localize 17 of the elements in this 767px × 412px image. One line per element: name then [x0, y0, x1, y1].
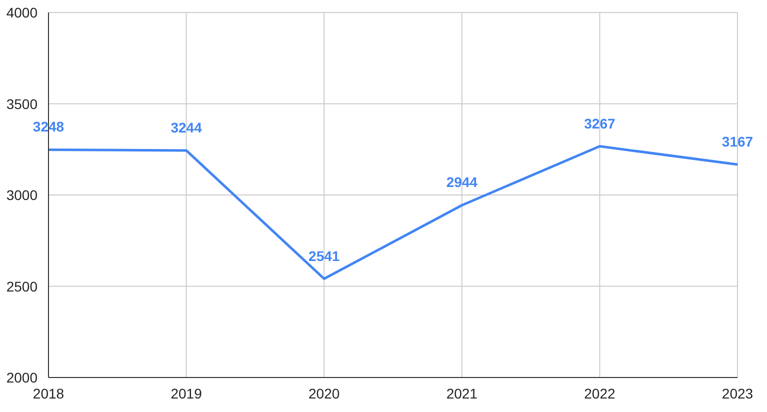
data-label: 3267	[584, 115, 616, 132]
data-label: 3244	[170, 119, 202, 136]
line-series	[47, 145, 739, 280]
y-tick-label: 3000	[6, 187, 38, 203]
x-tick-label: 2020	[308, 386, 340, 402]
x-tick-label: 2021	[446, 386, 478, 402]
data-label: 2541	[308, 248, 340, 264]
x-tick-label: 2023	[722, 386, 754, 402]
data-label: 2944	[446, 174, 478, 190]
x-tick-label: 2022	[584, 386, 616, 402]
x-tick-label: 2018	[32, 386, 64, 402]
y-tick-label: 2000	[6, 370, 38, 386]
y-tick-label: 2500	[6, 278, 38, 294]
x-tick-label: 2019	[170, 386, 202, 402]
data-label: 3167	[722, 134, 754, 150]
y-tick-label: 3500	[6, 96, 38, 112]
y-tick-label: 4000	[6, 4, 38, 20]
